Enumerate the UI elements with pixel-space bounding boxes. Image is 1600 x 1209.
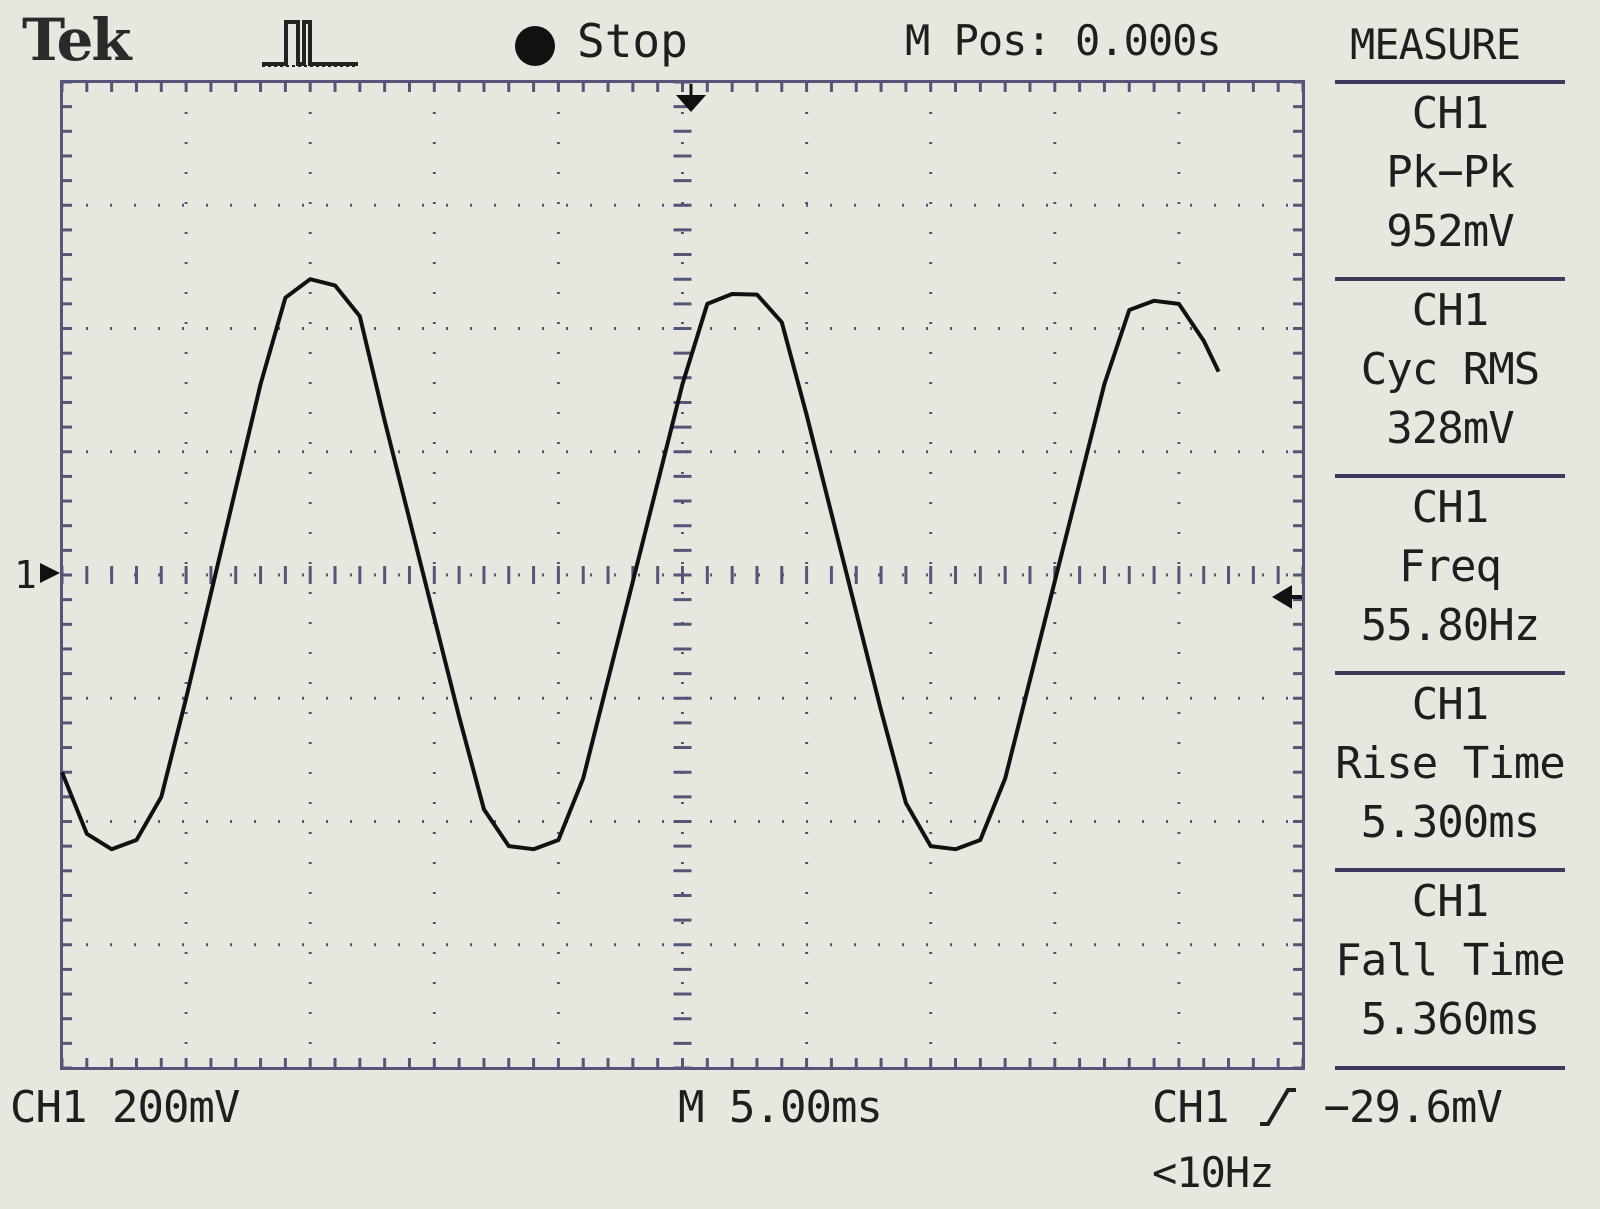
- trigger-level-marker-icon: [1272, 585, 1292, 609]
- rising-edge-icon: [1259, 1088, 1296, 1126]
- measurement-value: 55.80Hz: [1360, 600, 1540, 651]
- brand-logo: Tek: [22, 6, 132, 74]
- measurement-source: CH1: [1411, 679, 1489, 730]
- menu-title: MEASURE: [1350, 20, 1521, 69]
- measurement-source: CH1: [1411, 482, 1489, 533]
- measurement-slot-4[interactable]: CH1 Rise Time 5.300ms: [1335, 671, 1566, 867]
- run-state-label: Stop: [577, 14, 688, 68]
- graticule-grid: [60, 80, 1305, 1070]
- footer-readouts: CH1 200mV M 5.00ms CH1 −29.6mV <10Hz: [0, 1070, 1600, 1209]
- horizontal-position-readout: M Pos: 0.000s: [905, 16, 1222, 65]
- pulse-waveform-icon: [262, 20, 358, 67]
- measurement-value: 328mV: [1386, 403, 1514, 454]
- measure-panel-divider: [1335, 1066, 1565, 1070]
- measurement-source: CH1: [1411, 285, 1489, 336]
- ch1-waveform-trace: [60, 277, 1221, 852]
- measurement-value: 952mV: [1386, 206, 1514, 257]
- measurement-name: Fall Time: [1335, 935, 1565, 986]
- measurement-name: Freq: [1399, 541, 1502, 592]
- measurement-source: CH1: [1411, 88, 1489, 139]
- measurement-name: Pk−Pk: [1386, 147, 1514, 198]
- trigger-position-marker-icon: [676, 95, 706, 112]
- channel-scale-readout: CH1 200mV: [10, 1082, 240, 1133]
- trigger-source: CH1: [1152, 1082, 1229, 1133]
- channel-ground-marker-icon: [40, 563, 60, 583]
- measurement-slot-3[interactable]: CH1 Freq 55.80Hz: [1335, 474, 1565, 670]
- measurement-slot-1[interactable]: CH1 Pk−Pk 952mV: [1335, 80, 1565, 276]
- trigger-frequency-note: <10Hz: [1152, 1148, 1274, 1197]
- measurement-slot-2[interactable]: CH1 Cyc RMS 328mV: [1335, 277, 1565, 473]
- run-state-icon: [515, 26, 555, 66]
- measurement-value: 5.300ms: [1360, 797, 1540, 848]
- trigger-level: −29.6mV: [1323, 1082, 1502, 1133]
- status-bar: Tek Stop M Pos: 0.000s MEASURE: [0, 0, 1600, 80]
- measurement-name: Rise Time: [1335, 738, 1565, 789]
- trigger-readout: CH1 −29.6mV: [1152, 1082, 1503, 1133]
- measurement-source: CH1: [1411, 876, 1489, 927]
- measurement-name: Cyc RMS: [1360, 344, 1540, 395]
- channel-ground-label: 1: [14, 553, 37, 597]
- timebase-readout: M 5.00ms: [678, 1082, 883, 1133]
- measurement-slot-5[interactable]: CH1 Fall Time 5.360ms: [1335, 868, 1566, 1064]
- measure-panel: CH1 Pk−Pk 952mV CH1 Cyc RMS 328mV CH1 Fr…: [1335, 80, 1566, 1070]
- measurement-value: 5.360ms: [1360, 994, 1540, 1045]
